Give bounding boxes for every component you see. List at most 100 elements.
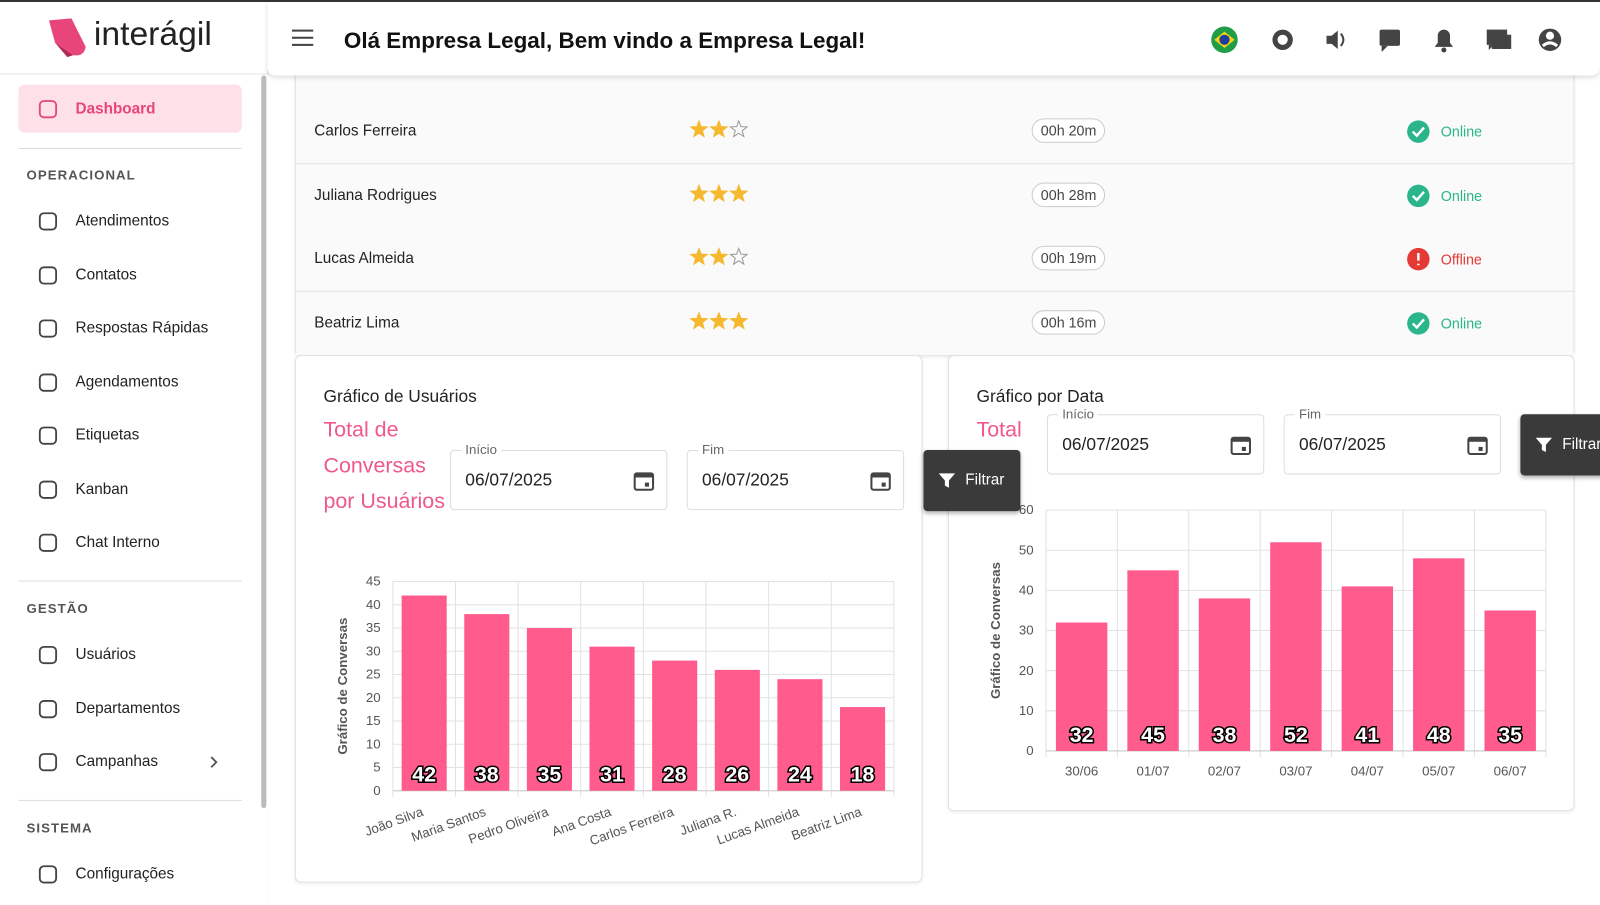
star [729, 119, 749, 138]
date-label: Início [1058, 406, 1099, 422]
bar-value-label: 31 [600, 763, 624, 787]
nav-item[interactable]: Chat Interno [75, 533, 160, 551]
date-label: Fim [697, 441, 729, 458]
nav-item[interactable]: Contatos [75, 265, 137, 284]
bar-value-label: 38 [475, 763, 499, 787]
date-value: 06/07/2025 [1298, 434, 1386, 455]
brand: interágil [93, 14, 212, 53]
y-tick-label: 30 [1019, 623, 1034, 638]
bar [589, 646, 635, 791]
star [689, 246, 709, 266]
star [689, 119, 709, 138]
x-tick-label: 03/07 [1279, 763, 1312, 778]
profile-button[interactable] [1538, 28, 1562, 52]
calendar-shape [644, 482, 649, 487]
date-field[interactable]: Fim 06/07/2025 [1283, 406, 1502, 475]
table-row: Juliana Rodrigues 00h 28m Online [295, 163, 1574, 229]
nav-item-active[interactable]: Dashboard [75, 99, 156, 118]
bar-value-label: 35 [1498, 723, 1522, 747]
date-label: Fim [1294, 406, 1326, 422]
y-tick-label: 0 [373, 783, 380, 798]
nav-item[interactable]: Usuários [75, 645, 136, 664]
menu-button[interactable] [291, 29, 314, 47]
star [709, 119, 729, 138]
theme-button[interactable] [1272, 29, 1293, 50]
y-axis-title: Gráfico de Conversas [335, 618, 350, 755]
chat-button[interactable] [1379, 22, 1414, 53]
notification-button[interactable] [1434, 29, 1454, 53]
y-axis-title: Gráfico de Conversas [988, 562, 1003, 699]
toolbar-icons [1211, 22, 1562, 54]
bar-value-label: 45 [1141, 723, 1165, 747]
filter-text: Filtrar [965, 471, 1005, 489]
nav-item[interactable]: Respostas Rápidas [75, 319, 209, 337]
calendar-shape [1241, 446, 1246, 451]
logo: interágil [0, 2, 269, 75]
nav-icon [38, 480, 58, 499]
nav-item[interactable]: Agendamentos [75, 372, 179, 391]
nav-icon [38, 645, 58, 665]
sound-button[interactable] [1326, 30, 1345, 49]
status-icon [1407, 311, 1430, 335]
icon-shape [38, 265, 58, 285]
agents-table: Carlos Ferreira 00h 20m Online Juliana Rodr… [294, 63, 1575, 357]
date-value: 06/07/2025 [702, 470, 789, 490]
nav-item[interactable]: Configurações [75, 865, 175, 883]
bar [777, 679, 823, 791]
sidebar: Dashboard OPERACIONAL Atendimentos Contatos… [0, 73, 269, 905]
calendar-icon [870, 472, 891, 491]
status-dot [1407, 311, 1430, 335]
filter-text: Filtrar [1562, 435, 1600, 454]
bar-value-label: 26 [725, 763, 749, 787]
bar [1270, 542, 1322, 751]
y-tick-label: 10 [366, 736, 381, 751]
y-tick-label: 45 [366, 574, 381, 589]
y-tick-label: 10 [1019, 703, 1034, 718]
nav-item[interactable]: Etiquetas [75, 426, 140, 444]
status-icon [1407, 184, 1430, 207]
status-dot [1407, 184, 1430, 207]
agent-name: Juliana Rodrigues [314, 186, 437, 204]
bar [464, 614, 510, 791]
bar-value-label: 35 [538, 763, 562, 787]
date-label: Início [461, 441, 502, 458]
bar [1127, 570, 1179, 751]
filter-button[interactable]: Filtrar [923, 449, 1021, 512]
x-tick-label: 05/07 [1422, 763, 1455, 778]
star [689, 310, 709, 330]
y-tick-label: 30 [366, 643, 381, 658]
chart-subtitle: Total de Conversas por Usuários [323, 418, 445, 514]
greeting: Olá Empresa Legal, Bem vindo a Empresa L… [343, 27, 866, 54]
time-chip: 00h 20m [1031, 118, 1106, 143]
messages-button[interactable] [1486, 29, 1512, 50]
top-bar: Olá Empresa Legal, Bem vindo a Empresa L… [267, 2, 1600, 76]
nav-item[interactable]: Campanhas [75, 752, 159, 771]
y-tick-label: 25 [366, 667, 381, 682]
date-field[interactable]: Início 06/07/2025 [449, 441, 668, 511]
date-field[interactable]: Início 06/07/2025 [1046, 406, 1265, 475]
icon-shape [38, 753, 58, 772]
calendar-icon [1230, 436, 1252, 456]
bar-value-label: 18 [851, 763, 875, 787]
filter-button[interactable]: Filtrar [1520, 414, 1600, 476]
nav-icon [38, 212, 58, 231]
section-title: GESTÃO [26, 600, 89, 617]
rating [689, 119, 749, 138]
agent-name: Carlos Ferreira [314, 122, 417, 140]
calendar-shape [1231, 437, 1250, 442]
nav-item[interactable]: Departamentos [75, 699, 181, 717]
nav-item[interactable]: Kanban [75, 480, 129, 498]
date-field[interactable]: Fim 06/07/2025 [686, 441, 905, 511]
table-row: Lucas Almeida 00h 19m Offline [295, 227, 1574, 292]
logo-icon [48, 18, 86, 58]
chart-card: Gráfico por Data Total Início 06/07/2025 Fim… [947, 355, 1600, 812]
star [729, 246, 749, 266]
nav-item[interactable]: Atendimentos [75, 212, 170, 230]
icon-shape [38, 533, 58, 552]
section-title: OPERACIONAL [26, 167, 136, 183]
language-flag[interactable] [1211, 26, 1238, 54]
nav-icon [38, 426, 58, 445]
status-glyph [1411, 190, 1425, 202]
